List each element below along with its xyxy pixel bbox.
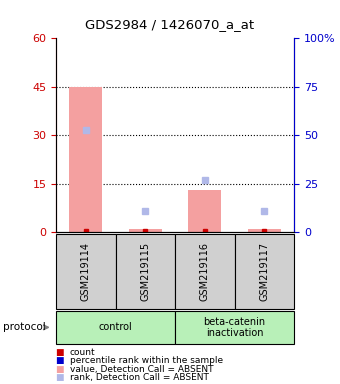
Bar <box>69 87 102 232</box>
Text: GSM219117: GSM219117 <box>259 242 269 301</box>
Text: beta-catenin
inactivation: beta-catenin inactivation <box>204 316 266 338</box>
Text: GSM219115: GSM219115 <box>140 242 150 301</box>
Text: GSM219116: GSM219116 <box>200 242 210 301</box>
Text: ■: ■ <box>55 356 64 366</box>
Text: GSM219114: GSM219114 <box>81 242 91 301</box>
Text: percentile rank within the sample: percentile rank within the sample <box>70 356 223 366</box>
Text: protocol: protocol <box>3 322 46 333</box>
Text: ■: ■ <box>55 373 64 382</box>
FancyArrowPatch shape <box>44 325 48 329</box>
Text: rank, Detection Call = ABSENT: rank, Detection Call = ABSENT <box>70 373 208 382</box>
Bar <box>129 229 162 232</box>
Text: ■: ■ <box>55 365 64 374</box>
Text: GDS2984 / 1426070_a_at: GDS2984 / 1426070_a_at <box>85 18 255 31</box>
Text: value, Detection Call = ABSENT: value, Detection Call = ABSENT <box>70 365 213 374</box>
Text: count: count <box>70 348 95 357</box>
Bar <box>188 190 221 232</box>
Bar <box>248 229 281 232</box>
Text: control: control <box>99 322 133 333</box>
Text: ■: ■ <box>55 348 64 357</box>
